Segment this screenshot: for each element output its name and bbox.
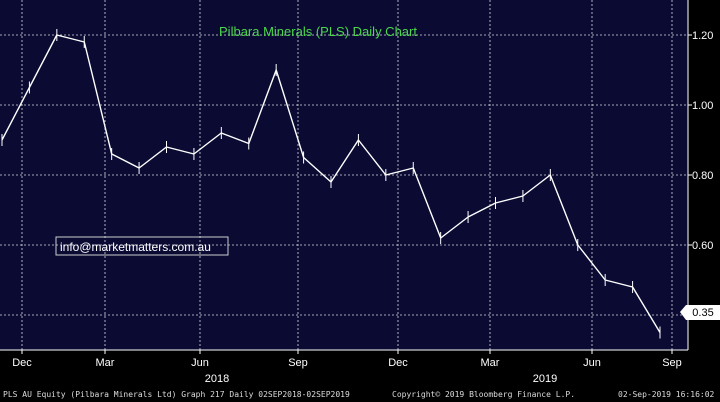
x-month-label: Sep bbox=[662, 357, 682, 369]
grid-lines bbox=[0, 0, 688, 350]
footer-bar: PLS AU Equity (Pilbara Minerals Ltd) Gra… bbox=[0, 387, 720, 402]
price-chart: 1.201.000.800.600.40DecMarJunSepDecMarJu… bbox=[0, 0, 720, 387]
x-year-label: 2018 bbox=[205, 373, 229, 385]
last-price-marker: 0.35 bbox=[680, 305, 720, 320]
x-month-label: Dec bbox=[12, 357, 32, 369]
last-price-label: 0.35 bbox=[692, 307, 713, 319]
last-price-box bbox=[680, 305, 720, 320]
x-year-label: 2019 bbox=[533, 373, 557, 385]
footer-right: 02-Sep-2019 16:16:02 bbox=[618, 390, 715, 399]
y-tick-label: 1.00 bbox=[692, 100, 713, 112]
x-month-label: Sep bbox=[288, 357, 308, 369]
x-month-label: Mar bbox=[96, 357, 115, 369]
x-month-label: Dec bbox=[388, 357, 408, 369]
x-month-label: Jun bbox=[191, 357, 209, 369]
x-month-label: Mar bbox=[481, 357, 500, 369]
y-tick-label: 1.20 bbox=[692, 30, 713, 42]
footer-left: PLS AU Equity (Pilbara Minerals Ltd) Gra… bbox=[3, 390, 350, 399]
y-tick-label: 0.60 bbox=[692, 240, 713, 252]
x-month-label: Jun bbox=[583, 357, 601, 369]
footer-center: Copyright© 2019 Bloomberg Finance L.P. bbox=[392, 390, 576, 399]
chart-title: Pilbara Minerals (PLS) Daily Chart bbox=[219, 24, 417, 39]
annotation-box bbox=[55, 236, 229, 256]
axes: 1.201.000.800.600.40DecMarJunSepDecMarJu… bbox=[0, 0, 713, 385]
annotation-email: info@marketmatters.com.au bbox=[60, 240, 211, 254]
y-tick-label: 0.80 bbox=[692, 170, 713, 182]
price-series bbox=[1, 29, 661, 339]
